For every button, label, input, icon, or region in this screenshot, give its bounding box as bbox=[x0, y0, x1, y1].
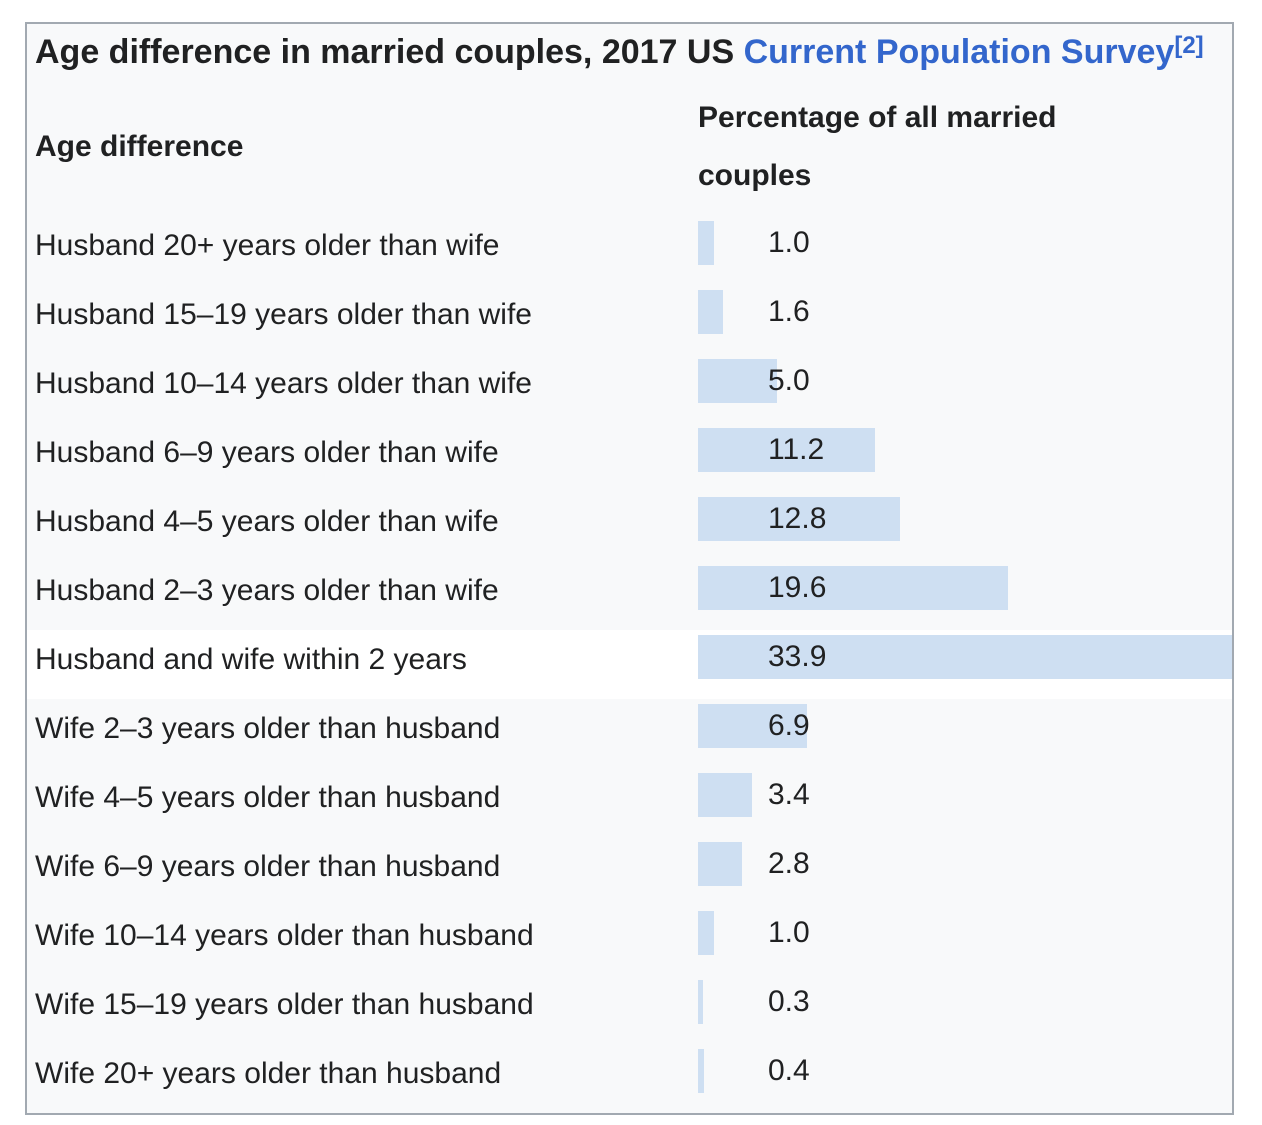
table-caption: Age difference in married couples, 2017 … bbox=[27, 24, 1232, 89]
row-label: Wife 6–9 years older than husband bbox=[35, 849, 501, 883]
percentage-value: 3.4 bbox=[768, 778, 810, 811]
percentage-bar bbox=[698, 359, 778, 403]
percentage-bar bbox=[698, 497, 901, 541]
table-row: Husband 10–14 years older than wife 5.0 bbox=[27, 354, 1232, 423]
row-label: Husband 6–9 years older than wife bbox=[35, 435, 499, 469]
table-row: Wife 10–14 years older than husband 1.0 bbox=[27, 906, 1232, 975]
percentage-value: 12.8 bbox=[768, 502, 827, 535]
row-value-cell: 33.9 bbox=[698, 630, 1232, 699]
column-header-age-difference: Age difference bbox=[35, 129, 244, 163]
percentage-bar bbox=[698, 842, 743, 886]
table-title-text: Age difference in married couples, 2017 … bbox=[35, 33, 744, 71]
row-label: Wife 4–5 years older than husband bbox=[35, 780, 501, 814]
row-value-cell: 19.6 bbox=[698, 561, 1232, 630]
percentage-value: 0.3 bbox=[768, 985, 810, 1018]
percentage-value: 5.0 bbox=[768, 364, 810, 397]
percentage-value: 1.0 bbox=[768, 226, 810, 259]
age-difference-table: Age difference in married couples, 2017 … bbox=[25, 22, 1234, 1115]
table-row: Wife 20+ years older than husband 0.4 bbox=[27, 1044, 1232, 1113]
percentage-value: 6.9 bbox=[768, 709, 810, 742]
row-label: Wife 10–14 years older than husband bbox=[35, 918, 534, 952]
percentage-bar bbox=[698, 635, 1232, 679]
row-label: Wife 20+ years older than husband bbox=[35, 1056, 502, 1090]
row-label: Husband 20+ years older than wife bbox=[35, 228, 500, 262]
table-row: Husband and wife within 2 years 33.9 bbox=[27, 630, 1232, 699]
row-label: Husband 10–14 years older than wife bbox=[35, 366, 532, 400]
table-header-row: Age difference Percentage of all married… bbox=[27, 89, 1232, 216]
row-value-cell: 3.4 bbox=[698, 768, 1232, 837]
row-value-cell: 1.6 bbox=[698, 285, 1232, 354]
footnote-2-link[interactable]: [2] bbox=[1174, 32, 1204, 59]
row-value-cell: 2.8 bbox=[698, 837, 1232, 906]
percentage-value: 0.4 bbox=[768, 1054, 810, 1087]
row-value-cell: 11.2 bbox=[698, 423, 1232, 492]
row-value-cell: 0.4 bbox=[698, 1044, 1232, 1113]
table-row: Wife 6–9 years older than husband 2.8 bbox=[27, 837, 1232, 906]
percentage-bar bbox=[698, 704, 808, 748]
row-label: Husband 4–5 years older than wife bbox=[35, 504, 499, 538]
row-value-cell: 0.3 bbox=[698, 975, 1232, 1044]
row-label: Wife 2–3 years older than husband bbox=[35, 711, 501, 745]
percentage-value: 1.6 bbox=[768, 295, 810, 328]
table-row: Wife 2–3 years older than husband 6.9 bbox=[27, 699, 1232, 768]
percentage-bar bbox=[698, 1049, 705, 1093]
row-value-cell: 1.0 bbox=[698, 906, 1232, 975]
percentage-bar bbox=[698, 566, 1008, 610]
percentage-value: 19.6 bbox=[768, 571, 827, 604]
percentage-bar bbox=[698, 221, 714, 265]
percentage-bar bbox=[698, 428, 876, 472]
percentage-value: 2.8 bbox=[768, 847, 810, 880]
footnote-superscript: [2] bbox=[1174, 32, 1203, 59]
current-population-survey-link[interactable]: Current Population Survey bbox=[743, 33, 1175, 71]
table-row: Wife 15–19 years older than husband 0.3 bbox=[27, 975, 1232, 1044]
table-row: Husband 15–19 years older than wife 1.6 bbox=[27, 285, 1232, 354]
row-label: Wife 15–19 years older than husband bbox=[35, 987, 534, 1021]
row-value-cell: 6.9 bbox=[698, 699, 1232, 768]
table-row: Husband 2–3 years older than wife 19.6 bbox=[27, 561, 1232, 630]
row-label: Husband and wife within 2 years bbox=[35, 642, 467, 676]
row-label: Husband 15–19 years older than wife bbox=[35, 297, 532, 331]
row-label: Husband 2–3 years older than wife bbox=[35, 573, 499, 607]
table-row: Wife 4–5 years older than husband 3.4 bbox=[27, 768, 1232, 837]
table-row: Husband 6–9 years older than wife 11.2 bbox=[27, 423, 1232, 492]
percentage-bar bbox=[698, 290, 724, 334]
row-value-cell: 5.0 bbox=[698, 354, 1232, 423]
table-row: Husband 4–5 years older than wife 12.8 bbox=[27, 492, 1232, 561]
percentage-bar bbox=[698, 980, 703, 1024]
row-value-cell: 12.8 bbox=[698, 492, 1232, 561]
percentage-value: 11.2 bbox=[768, 433, 825, 466]
percentage-bar bbox=[698, 911, 714, 955]
percentage-value: 1.0 bbox=[768, 916, 810, 949]
table-row: Husband 20+ years older than wife 1.0 bbox=[27, 216, 1232, 285]
column-header-percentage-text: Percentage of all married couples bbox=[698, 100, 1057, 192]
row-value-cell: 1.0 bbox=[698, 216, 1232, 285]
column-header-percentage: Percentage of all married couples bbox=[698, 89, 1232, 216]
percentage-value: 33.9 bbox=[768, 640, 827, 673]
percentage-bar bbox=[698, 773, 752, 817]
